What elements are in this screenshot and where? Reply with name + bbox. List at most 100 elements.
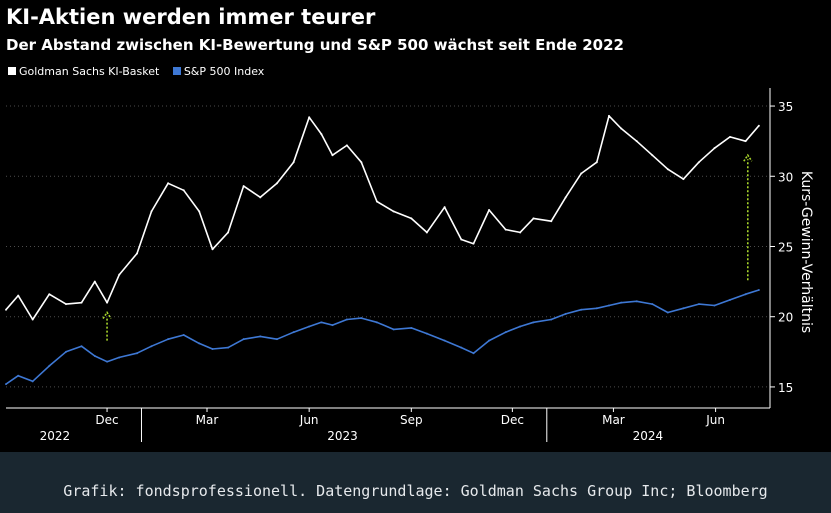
- data-point-sp500: [744, 293, 747, 296]
- data-point-basket: [519, 231, 522, 234]
- data-point-sp500: [682, 307, 685, 310]
- data-point-basket: [595, 161, 598, 164]
- y-tick-label: 35: [778, 100, 793, 114]
- data-point-basket: [607, 114, 610, 117]
- data-point-basket: [106, 301, 109, 304]
- data-point-basket: [150, 210, 153, 213]
- data-point-basket: [443, 206, 446, 209]
- x-tick-label: Mar: [602, 413, 625, 427]
- data-point-basket: [713, 147, 716, 150]
- gap-arrow-head: [102, 311, 112, 319]
- data-point-sp500: [308, 325, 311, 328]
- x-tick-label: Sep: [400, 413, 423, 427]
- data-point-sp500: [136, 352, 139, 355]
- data-point-basket: [31, 318, 34, 321]
- y-tick-label: 15: [778, 381, 793, 395]
- data-point-sp500: [182, 333, 185, 336]
- data-point-basket: [93, 280, 96, 283]
- data-point-sp500: [211, 348, 214, 351]
- y-axis-title: Kurs-Gewinn-Verhältnis: [798, 171, 814, 333]
- data-point-sp500: [17, 374, 20, 377]
- data-point-sp500: [635, 300, 638, 303]
- data-point-basket: [345, 144, 348, 147]
- data-point-sp500: [48, 364, 51, 367]
- data-point-basket: [227, 231, 230, 234]
- data-point-sp500: [167, 338, 170, 341]
- data-point-basket: [198, 210, 201, 213]
- data-point-sp500: [118, 356, 121, 359]
- data-point-sp500: [360, 317, 363, 320]
- data-point-basket: [292, 161, 295, 164]
- data-point-sp500: [488, 339, 491, 342]
- data-point-basket: [488, 208, 491, 211]
- data-point-basket: [360, 161, 363, 164]
- data-point-basket: [550, 220, 553, 223]
- y-tick-label: 20: [778, 311, 793, 325]
- data-point-sp500: [331, 324, 334, 327]
- data-point-basket: [48, 293, 51, 296]
- year-label: 2024: [633, 429, 664, 443]
- data-point-basket: [532, 217, 535, 220]
- data-point-sp500: [620, 301, 623, 304]
- data-point-sp500: [392, 328, 395, 331]
- data-point-basket: [504, 228, 507, 231]
- data-point-basket: [564, 196, 567, 199]
- data-point-basket: [118, 273, 121, 276]
- legend-swatch-basket: [8, 67, 16, 75]
- data-point-sp500: [651, 303, 654, 306]
- data-point-sp500: [375, 321, 378, 324]
- data-point-basket: [744, 140, 747, 143]
- data-point-basket: [697, 161, 700, 164]
- data-point-sp500: [504, 331, 507, 334]
- data-point-sp500: [5, 383, 7, 386]
- data-point-sp500: [425, 332, 428, 335]
- chart-legend: Goldman Sachs KI-Basket S&P 500 Index: [8, 65, 274, 78]
- data-point-sp500: [532, 321, 535, 324]
- legend-item-sp500: S&P 500 Index: [172, 65, 265, 78]
- data-point-basket: [666, 168, 669, 171]
- data-point-sp500: [93, 355, 96, 358]
- data-point-basket: [460, 238, 463, 241]
- data-point-basket: [80, 301, 83, 304]
- legend-item-basket: Goldman Sachs KI-Basket: [8, 65, 159, 78]
- chart-title: KI-Aktien werden immer teurer: [6, 5, 376, 29]
- data-point-basket: [167, 182, 170, 185]
- legend-label-sp500: S&P 500 Index: [183, 65, 265, 78]
- data-point-basket: [580, 172, 583, 175]
- data-point-sp500: [713, 304, 716, 307]
- data-point-sp500: [519, 325, 522, 328]
- data-point-sp500: [666, 311, 669, 314]
- legend-label-basket: Goldman Sachs KI-Basket: [19, 65, 160, 78]
- data-point-sp500: [443, 339, 446, 342]
- data-point-sp500: [80, 345, 83, 348]
- series-line-basket: [5, 115, 760, 321]
- chart-subtitle: Der Abstand zwischen KI-Bewertung und S&…: [6, 36, 624, 54]
- x-tick-label: Mar: [196, 413, 219, 427]
- data-point-sp500: [550, 318, 553, 321]
- data-point-basket: [410, 217, 413, 220]
- data-point-basket: [729, 135, 732, 138]
- source-caption: Grafik: fondsprofessionell. Datengrundla…: [63, 482, 768, 500]
- data-point-basket: [5, 308, 7, 311]
- data-point-basket: [651, 154, 654, 157]
- data-point-basket: [242, 185, 245, 188]
- data-point-basket: [17, 294, 20, 297]
- data-point-basket: [259, 196, 262, 199]
- x-tick-label: Dec: [95, 413, 118, 427]
- y-tick-label: 30: [778, 170, 793, 184]
- data-point-basket: [136, 252, 139, 255]
- data-point-basket: [425, 231, 428, 234]
- x-tick-label: Dec: [501, 413, 524, 427]
- data-point-basket: [308, 116, 311, 119]
- line-chart: 15 20 25 30 35 Kurs-Gewinn-Verhältnis Dec Mar Ju…: [5, 88, 814, 443]
- data-point-sp500: [198, 342, 201, 345]
- data-point-basket: [635, 140, 638, 143]
- x-tick-label: Jun: [705, 413, 725, 427]
- chart-panel: [0, 0, 831, 452]
- data-point-sp500: [757, 289, 760, 292]
- data-point-sp500: [472, 352, 475, 355]
- data-point-sp500: [580, 308, 583, 311]
- year-label: 2022: [40, 429, 71, 443]
- data-point-sp500: [242, 338, 245, 341]
- y-tick-label: 25: [778, 240, 793, 254]
